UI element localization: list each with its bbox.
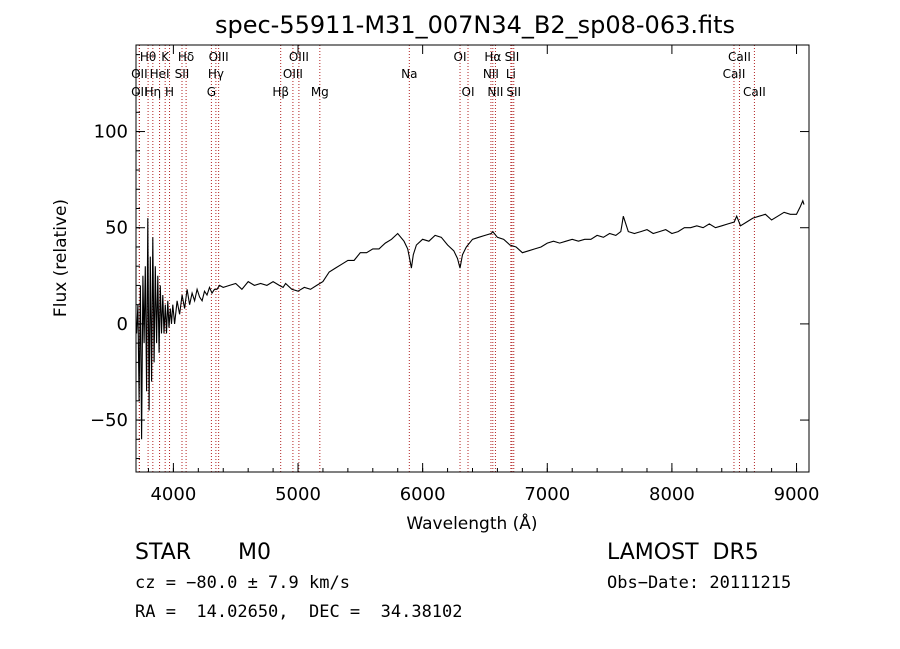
- line-label-k: K: [161, 50, 170, 64]
- line-label-hβ: Hβ: [272, 85, 289, 99]
- line-label-hδ: Hδ: [178, 50, 194, 64]
- line-label-hη: Hη: [145, 85, 162, 99]
- x-tick-label: 5000: [275, 484, 321, 505]
- line-label-oiii: OIII: [209, 50, 229, 64]
- spectrum-line: [136, 199, 805, 440]
- line-label-nii: NII: [487, 85, 503, 99]
- line-label-hθ: Hθ: [140, 50, 156, 64]
- line-label-nii: NII: [483, 67, 499, 81]
- y-tick-label: −50: [90, 410, 128, 431]
- line-label-caii: CaII: [723, 67, 746, 81]
- line-label-oiii: OIII: [289, 50, 309, 64]
- object-subclass: M0: [238, 540, 271, 565]
- coordinates: RA = 14.02650, DEC = 34.38102: [135, 602, 463, 622]
- y-tick-label: 100: [94, 122, 128, 143]
- line-label-oiii: OIII: [283, 67, 303, 81]
- line-label-g: G: [207, 85, 216, 99]
- line-label-caii: CaII: [728, 50, 751, 64]
- line-label-h: H: [165, 85, 174, 99]
- obs-date: Obs−Date: 20111215: [607, 573, 792, 593]
- line-label-hα: Hα: [484, 50, 501, 64]
- line-label-sii: SII: [505, 50, 520, 64]
- line-label-mg: Mg: [311, 85, 329, 99]
- line-label-oi: OI: [462, 85, 475, 99]
- line-label-hγ: Hγ: [208, 67, 224, 81]
- x-tick-label: 6000: [400, 484, 446, 505]
- x-axis-ticks: 4000 5000 6000 7000 8000 9000: [147, 45, 820, 505]
- line-label-oi: OI: [454, 50, 467, 64]
- line-label-oii: OII: [131, 85, 148, 99]
- x-tick-label: 4000: [150, 484, 196, 505]
- y-tick-label: 50: [105, 218, 128, 239]
- x-tick-label: 7000: [524, 484, 570, 505]
- line-label-sii: SII: [506, 85, 521, 99]
- line-label-hei: HeI: [150, 67, 170, 81]
- y-axis-label: Flux (relative): [51, 199, 71, 317]
- x-tick-label: 9000: [774, 484, 820, 505]
- y-axis-ticks: −50 0 50 100: [90, 54, 809, 460]
- survey-name: LAMOST DR5: [607, 540, 759, 565]
- x-tick-label: 8000: [649, 484, 695, 505]
- object-class: STAR: [135, 540, 192, 565]
- x-axis-label: Wavelength (Å): [406, 512, 537, 534]
- line-label-caii: CaII: [743, 85, 766, 99]
- y-tick-label: 0: [117, 314, 128, 335]
- line-label-sii: SII: [175, 67, 190, 81]
- plot-frame: [135, 44, 810, 473]
- redshift-text: cz = −80.0 ± 7.9 km/s: [135, 573, 350, 593]
- chart-title: spec-55911-M31_007N34_B2_sp08-063.fits: [215, 11, 735, 39]
- line-label-li: Li: [506, 67, 516, 81]
- line-label-na: Na: [401, 67, 417, 81]
- spectral-line-markers: [138, 45, 755, 472]
